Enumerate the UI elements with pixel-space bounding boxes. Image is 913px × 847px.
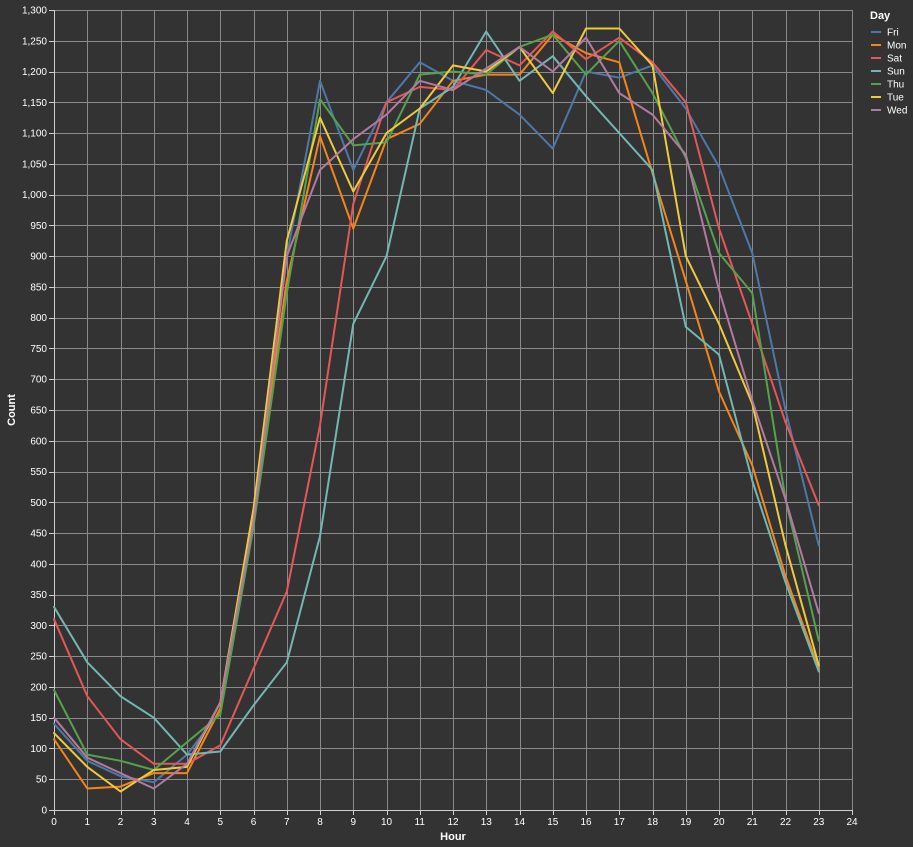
x-tick-label: 21 [747,817,759,828]
series-line-wed [53,36,820,790]
x-tick-label: 1 [84,817,90,828]
y-tick-label: 750 [30,344,47,355]
y-tick-label: 450 [30,529,47,540]
x-tick-label: 11 [415,817,426,828]
legend-label-sun: Sun [887,67,905,78]
x-tick-label: 0 [51,817,57,828]
legend-label-mon: Mon [887,41,906,52]
chart-series [53,27,820,793]
x-tick-label: 15 [547,817,559,828]
x-tick-label: 13 [481,817,493,828]
x-tick-label: 6 [251,817,257,828]
y-tick-label: 1,300 [22,6,47,17]
series-line-fri [53,61,820,784]
y-tick-label: 1,100 [22,129,47,140]
y-tick-label: 600 [30,436,47,447]
x-tick-label: 8 [317,817,323,828]
chart-legend: Day Fri Mon Sat Sun Thu Tue Wed [870,10,907,117]
y-axis-title: Count [6,394,18,426]
y-tick-label: 1,050 [22,159,47,170]
x-tick-label: 14 [514,817,526,828]
series-line-mon [53,33,820,790]
y-tick-label: 800 [30,313,47,324]
y-tick-label: 900 [30,252,47,263]
y-tick-label: 1,250 [22,36,47,47]
x-tick-label: 5 [217,817,223,828]
legend-label-wed: Wed [887,106,907,117]
x-tick-label: 7 [284,817,290,828]
legend-label-fri: Fri [887,28,899,39]
series-line-thu [53,33,820,771]
x-tick-label: 17 [614,817,626,828]
x-tick-label: 12 [447,817,459,828]
x-tick-label: 24 [846,817,858,828]
y-tick-label: 1,000 [22,190,47,201]
y-tick-label: 50 [36,775,48,786]
chart-axes: 0 1 2 3 4 5 6 7 8 9 10 11 12 13 14 15 16 17 18 19 20 21 22 23 24… [6,6,858,844]
x-tick-label: 4 [184,817,190,828]
y-tick-label: 1,200 [22,67,47,78]
legend-title: Day [870,10,891,22]
y-tick-label: 500 [30,498,47,509]
y-tick-label: 650 [30,406,47,417]
y-tick-label: 250 [30,652,47,663]
x-tick-label: 20 [713,817,725,828]
x-axis-title: Hour [440,831,466,843]
y-tick-label: 200 [30,682,47,693]
y-tick-label: 150 [30,713,47,724]
y-tick-label: 350 [30,590,47,601]
x-tick-label: 3 [151,817,157,828]
y-tick-label: 100 [30,744,47,755]
y-tick-label: 0 [41,806,47,817]
x-tick-label: 16 [580,817,592,828]
legend-label-thu: Thu [887,80,904,91]
x-tick-label: 19 [680,817,692,828]
legend-label-tue: Tue [887,93,904,104]
y-tick-label: 850 [30,282,47,293]
series-line-sun [53,30,820,756]
x-tick-label: 10 [381,817,393,828]
chart-grid [54,10,853,811]
y-tick-label: 950 [30,221,47,232]
x-tick-label: 23 [813,817,825,828]
x-tick-label: 18 [647,817,659,828]
y-tick-label: 1,150 [22,98,47,109]
x-tick-label: 2 [118,817,124,828]
y-tick-label: 300 [30,621,47,632]
legend-label-sat: Sat [887,54,902,65]
x-tick-label: 22 [780,817,792,828]
y-tick-label: 700 [30,375,47,386]
y-tick-label: 400 [30,559,47,570]
y-tick-label: 550 [30,467,47,478]
x-tick-label: 9 [350,817,356,828]
